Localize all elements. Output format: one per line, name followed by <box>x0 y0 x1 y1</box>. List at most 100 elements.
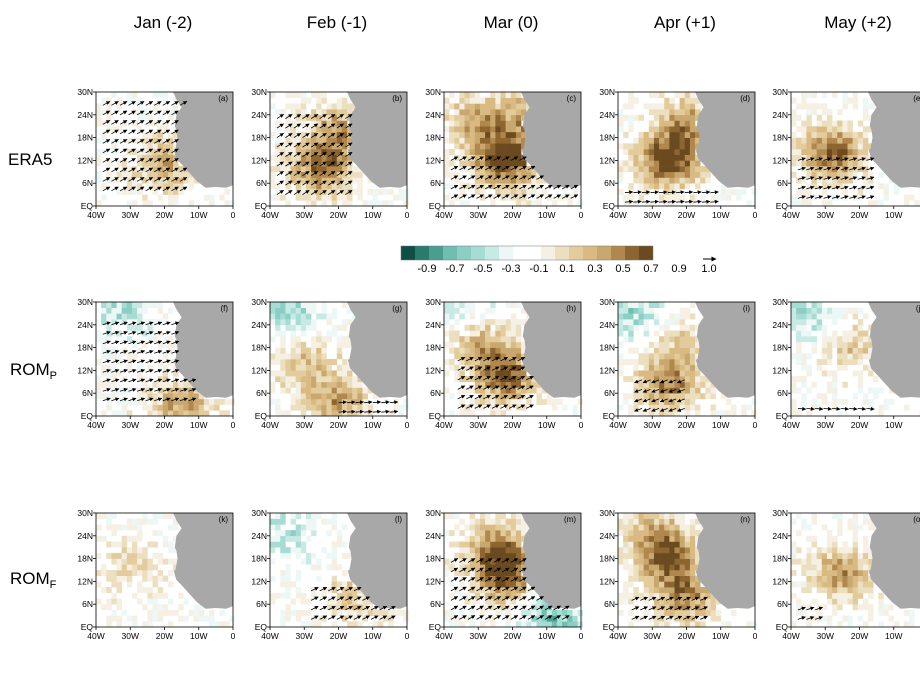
y-tick-label: EQ <box>429 201 442 211</box>
field-cell <box>326 149 332 155</box>
field-cell <box>847 160 853 167</box>
x-tick-label: 10W <box>538 420 555 430</box>
field-cell <box>137 564 143 571</box>
colorbar-tick-label: -0.9 <box>418 263 437 275</box>
field-cell <box>131 177 138 184</box>
field-cell <box>521 621 527 628</box>
panel-label: (h) <box>566 304 576 313</box>
field-cell <box>801 188 807 195</box>
field-cell <box>648 177 655 184</box>
field-cell <box>515 188 522 195</box>
field-cell <box>131 313 138 320</box>
field-cell <box>142 518 148 525</box>
field-cell <box>801 302 807 308</box>
field-cell <box>285 302 291 308</box>
field-cell <box>679 359 686 365</box>
field-cell <box>821 398 828 405</box>
field-cell <box>137 364 143 371</box>
field-cell <box>474 92 481 98</box>
wind-arrow <box>111 340 120 345</box>
field-cell <box>572 410 578 417</box>
x-tick-label: 30W <box>644 420 661 430</box>
field-cell <box>341 188 348 195</box>
field-cell <box>505 570 512 576</box>
field-cell <box>96 200 102 207</box>
field-cell <box>162 541 169 548</box>
field-cell <box>321 302 327 308</box>
field-cell <box>449 324 455 331</box>
field-cell <box>695 581 701 588</box>
field-cell <box>715 609 722 616</box>
field-cell <box>485 513 491 519</box>
field-cell <box>341 160 348 167</box>
field-cell <box>449 302 455 308</box>
field-cell <box>664 336 670 343</box>
field-cell <box>515 621 522 628</box>
field-cell <box>618 330 624 337</box>
x-tick-label: 0 <box>753 631 758 641</box>
field-cell <box>623 313 629 320</box>
field-cell <box>695 97 701 104</box>
wind-arrow <box>474 385 483 390</box>
wind-arrow <box>502 184 510 190</box>
field-cell <box>653 353 660 360</box>
field-cell <box>669 160 675 167</box>
field-cell <box>479 114 486 121</box>
field-cell <box>689 518 696 525</box>
field-cell <box>638 513 644 519</box>
field-cell <box>449 103 455 110</box>
wind-arrow <box>302 180 310 186</box>
field-cell <box>633 114 639 121</box>
field-cell <box>826 558 833 565</box>
field-cell <box>868 518 874 525</box>
field-cell <box>521 592 527 599</box>
field-cell <box>633 404 639 411</box>
field-cell <box>526 524 532 531</box>
field-cell <box>495 547 501 554</box>
field-cell <box>106 524 112 531</box>
field-cell <box>464 200 470 207</box>
field-cell <box>321 387 327 394</box>
field-cell <box>826 530 833 537</box>
field-cell <box>746 621 752 628</box>
field-cell <box>801 518 807 525</box>
field-cell <box>479 149 486 155</box>
field-cell <box>791 194 797 201</box>
field-cell <box>801 581 807 588</box>
wind-arrow <box>849 195 858 200</box>
field-cell <box>659 120 665 127</box>
y-tick-label: 18N <box>425 133 441 143</box>
field-cell <box>495 524 501 531</box>
field-cell <box>623 324 629 331</box>
field-cell <box>336 541 343 548</box>
field-cell <box>679 109 686 116</box>
field-cell <box>326 188 332 195</box>
wind-arrow <box>345 596 353 601</box>
panel-label: (g) <box>392 304 402 313</box>
field-cell <box>500 319 506 326</box>
field-cell <box>474 381 481 388</box>
wind-arrow <box>353 596 362 601</box>
y-tick-label: 24N <box>425 531 441 541</box>
field-cell <box>490 177 496 184</box>
field-cell <box>669 535 675 542</box>
field-cell <box>664 143 670 150</box>
field-cell <box>510 370 517 377</box>
x-tick-label: 0 <box>753 420 758 430</box>
field-cell <box>449 609 455 616</box>
field-cell <box>821 188 828 195</box>
field-cell <box>791 307 797 314</box>
field-cell <box>290 330 296 337</box>
field-cell <box>633 364 639 371</box>
field-cell <box>664 149 670 155</box>
field-cell <box>643 313 650 320</box>
field-cell <box>444 564 450 571</box>
field-cell <box>203 194 210 201</box>
field-cell <box>336 103 343 110</box>
field-cell <box>791 518 797 525</box>
field-cell <box>510 387 517 394</box>
field-cell <box>500 398 506 405</box>
field-cell <box>275 530 281 537</box>
field-cell <box>106 177 112 184</box>
field-cell <box>857 341 864 348</box>
